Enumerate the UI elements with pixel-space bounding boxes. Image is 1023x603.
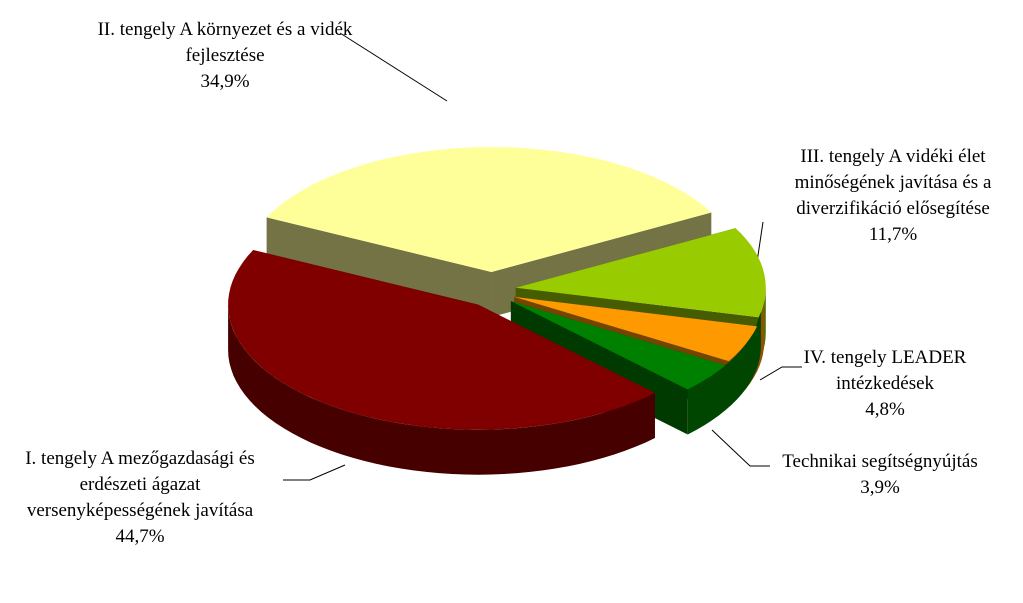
leader-line — [339, 32, 448, 102]
slice-side — [687, 301, 761, 435]
slice — [266, 147, 712, 273]
slice-label: I. tengely A mezőgazdasági és erdészeti … — [0, 446, 280, 550]
leader-line — [711, 429, 770, 467]
category-label: II. tengely A környezet és a vidék fejle… — [97, 19, 353, 66]
leader-line — [759, 366, 802, 381]
slice-label: Technikai segítségnyújtás 3,9% — [755, 449, 1005, 501]
value-label: 3,9% — [860, 477, 900, 498]
leader-line — [283, 464, 346, 481]
value-label: 11,7% — [868, 224, 918, 245]
slice — [514, 296, 758, 362]
slice — [515, 228, 766, 318]
category-label: III. tengely A vidéki élet minőségének j… — [794, 146, 992, 219]
slice-label: IV. tengely LEADER intézkedések 4,8% — [790, 345, 980, 423]
leader-line — [756, 221, 764, 263]
value-label: 4,8% — [865, 399, 905, 420]
slice-side — [228, 304, 655, 475]
tops — [228, 147, 766, 430]
category-label: Technikai segítségnyújtás — [782, 451, 978, 472]
slice-label: III. tengely A vidéki élet minőségének j… — [765, 144, 1021, 248]
slice — [228, 250, 655, 430]
category-label: I. tengely A mezőgazdasági és erdészeti … — [25, 448, 255, 521]
value-label: 34,9% — [200, 71, 250, 92]
category-label: IV. tengely LEADER intézkedések — [803, 347, 967, 394]
slice-label: II. tengely A környezet és a vidék fejle… — [75, 17, 375, 95]
value-label: 44,7% — [115, 526, 165, 547]
slice — [510, 301, 726, 390]
slice-wall — [266, 217, 492, 318]
